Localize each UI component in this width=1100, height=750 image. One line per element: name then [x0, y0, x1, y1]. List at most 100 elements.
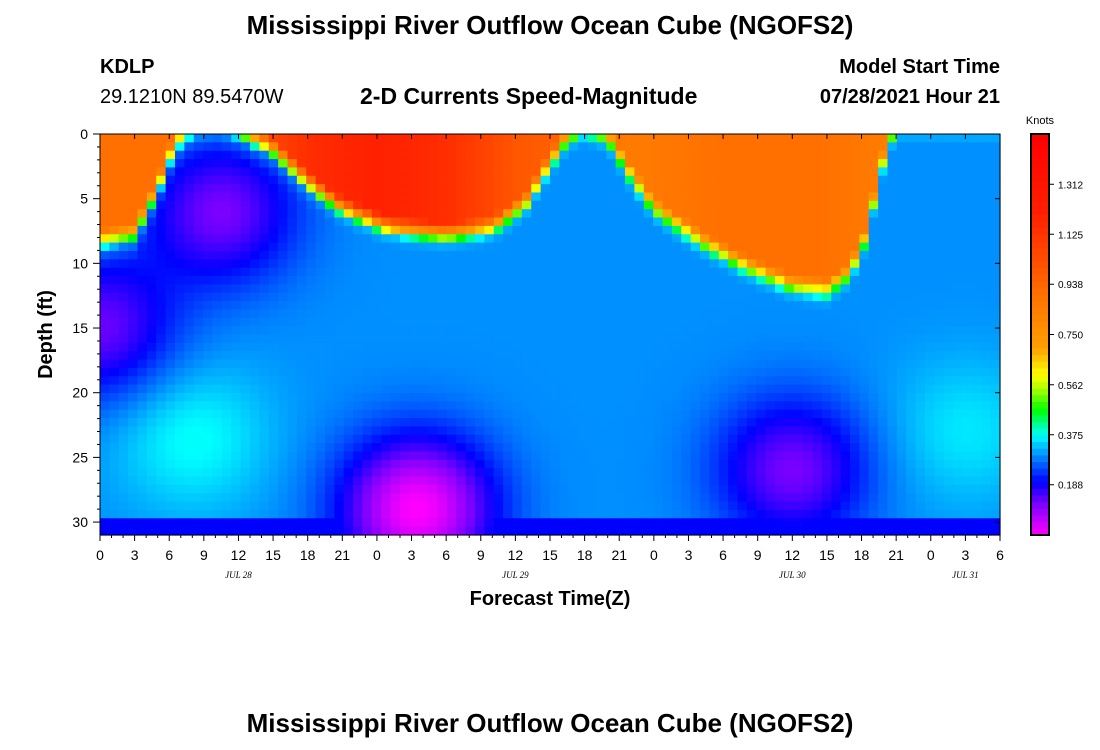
- heatmap-cell: [953, 476, 964, 486]
- heatmap-cell: [156, 309, 167, 319]
- heatmap-cell: [728, 526, 739, 536]
- heatmap-cell: [540, 418, 551, 427]
- heatmap-cell: [278, 342, 289, 352]
- heatmap-cell: [118, 376, 129, 386]
- heatmap-cell: [456, 167, 467, 177]
- heatmap-cell: [259, 217, 270, 227]
- heatmap-cell: [390, 184, 401, 194]
- heatmap-cell: [334, 284, 345, 294]
- heatmap-cell: [306, 334, 317, 344]
- heatmap-cell: [643, 301, 654, 311]
- heatmap-cell: [953, 434, 964, 444]
- colorbar-segment: [1031, 274, 1049, 282]
- heatmap-cell: [700, 276, 710, 285]
- heatmap-cell: [596, 351, 607, 361]
- heatmap-cell: [371, 200, 382, 210]
- heatmap-cell: [334, 409, 345, 419]
- heatmap-cell: [203, 434, 214, 444]
- heatmap-cell: [915, 459, 926, 469]
- heatmap-cell: [165, 518, 176, 528]
- heatmap-cell: [934, 484, 945, 494]
- heatmap-cell: [634, 367, 645, 377]
- heatmap-cell: [221, 526, 232, 536]
- heatmap-cell: [137, 367, 148, 377]
- heatmap-cell: [381, 476, 392, 486]
- heatmap-cell: [878, 476, 889, 486]
- heatmap-cell: [878, 518, 889, 528]
- heatmap-cell: [681, 509, 692, 519]
- heatmap-cell: [700, 234, 710, 244]
- heatmap-cell: [906, 259, 917, 269]
- heatmap-cell: [559, 518, 570, 528]
- heatmap-cell: [831, 451, 842, 461]
- heatmap-cell: [475, 409, 485, 419]
- heatmap-cell: [643, 292, 654, 302]
- heatmap-cell: [634, 376, 645, 386]
- heatmap-cell: [334, 351, 345, 361]
- heatmap-cell: [175, 376, 185, 386]
- heatmap-cell: [550, 175, 560, 185]
- heatmap-cell: [484, 192, 495, 202]
- heatmap-cell: [240, 451, 251, 461]
- heatmap-cell: [550, 200, 560, 210]
- heatmap-cell: [737, 326, 748, 336]
- heatmap-cell: [840, 250, 851, 260]
- heatmap-cell: [925, 309, 935, 319]
- heatmap-cell: [971, 175, 982, 185]
- heatmap-cell: [737, 334, 748, 344]
- heatmap-cell: [578, 342, 589, 352]
- heatmap-cell: [381, 501, 392, 511]
- heatmap-cell: [287, 267, 298, 277]
- heatmap-cell: [559, 351, 570, 361]
- heatmap-cell: [981, 434, 992, 444]
- heatmap-cell: [550, 409, 560, 419]
- heatmap-cell: [400, 501, 410, 511]
- heatmap-cell: [868, 459, 879, 469]
- heatmap-cell: [128, 468, 139, 478]
- heatmap-cell: [681, 418, 692, 427]
- heatmap-cell: [100, 359, 110, 369]
- heatmap-cell: [446, 434, 457, 444]
- heatmap-cell: [634, 451, 645, 461]
- heatmap-cell: [109, 192, 120, 202]
- heatmap-cell: [887, 301, 898, 311]
- heatmap-cell: [446, 518, 457, 528]
- heatmap-cell: [456, 150, 467, 160]
- heatmap-cell: [718, 250, 729, 260]
- heatmap-cell: [615, 459, 626, 469]
- heatmap-cell: [990, 317, 1001, 327]
- heatmap-cell: [521, 493, 532, 503]
- heatmap-cell: [831, 526, 842, 536]
- heatmap-cell: [465, 476, 476, 486]
- heatmap-cell: [240, 192, 251, 202]
- heatmap-cell: [437, 259, 448, 269]
- heatmap-cell: [521, 259, 532, 269]
- heatmap-cell: [503, 484, 514, 494]
- heatmap-cell: [681, 484, 692, 494]
- heatmap-cell: [662, 184, 673, 194]
- heatmap-cell: [578, 276, 589, 285]
- heatmap-cell: [100, 326, 110, 336]
- heatmap-cell: [728, 451, 739, 461]
- heatmap-cell: [128, 192, 139, 202]
- heatmap-cell: [550, 501, 560, 511]
- heatmap-cell: [475, 217, 485, 227]
- heatmap-cell: [371, 242, 382, 252]
- heatmap-cell: [718, 384, 729, 394]
- heatmap-cell: [278, 334, 289, 344]
- heatmap-cell: [756, 326, 767, 336]
- heatmap-cell: [128, 443, 139, 453]
- heatmap-cell: [400, 326, 410, 336]
- heatmap-cell: [240, 376, 251, 386]
- date-label: JUL 28: [225, 570, 252, 580]
- heatmap-cell: [756, 484, 767, 494]
- x-tick-label: 18: [577, 547, 593, 563]
- chart-title: Mississippi River Outflow Ocean Cube (NG…: [246, 10, 854, 40]
- heatmap-cell: [540, 359, 551, 369]
- heatmap-cell: [437, 459, 448, 469]
- heatmap-cell: [531, 192, 542, 202]
- heatmap-cell: [746, 225, 757, 235]
- heatmap-cell: [531, 200, 542, 210]
- heatmap-cell: [850, 326, 860, 336]
- heatmap-cell: [587, 167, 598, 177]
